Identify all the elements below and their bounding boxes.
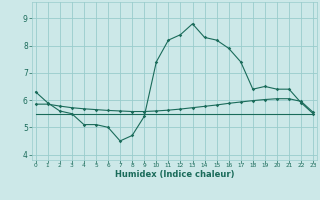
X-axis label: Humidex (Indice chaleur): Humidex (Indice chaleur) bbox=[115, 170, 234, 179]
